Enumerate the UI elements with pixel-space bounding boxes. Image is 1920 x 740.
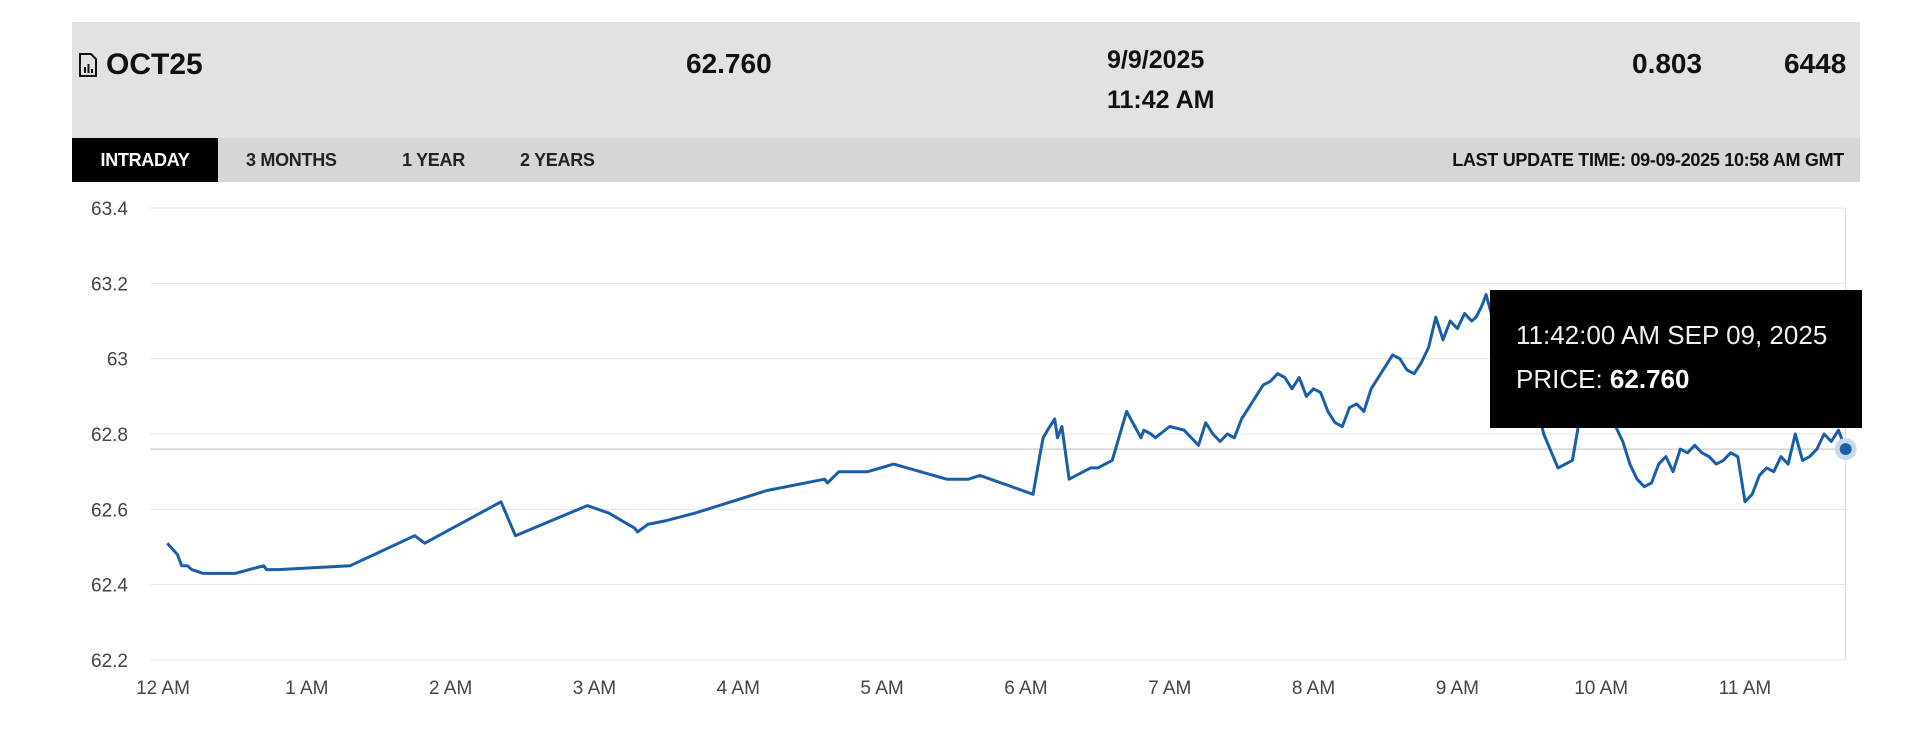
- y-tick-label: 63.4: [91, 199, 128, 220]
- contract-symbol: OCT25: [106, 48, 203, 81]
- x-tick-label: 11 AM: [1719, 678, 1771, 699]
- x-tick-label: 1 AM: [285, 678, 328, 699]
- x-tick-label: 8 AM: [1292, 678, 1335, 699]
- quote-time: 11:42 AM: [1107, 86, 1215, 114]
- y-tick-label: 63.2: [91, 274, 128, 295]
- range-tabs: INTRADAY 3 MONTHS 1 YEAR 2 YEARS LAST UP…: [72, 138, 1860, 182]
- x-tick-label: 12 AM: [136, 678, 190, 699]
- quote-header: OCT25 62.760 9/9/2025 11:42 AM 0.803 644…: [72, 22, 1860, 138]
- price-line: [166, 293, 1848, 575]
- tab-3-months[interactable]: 3 MONTHS: [246, 150, 337, 170]
- last-update-time: LAST UPDATE TIME: 09-09-2025 10:58 AM GM…: [1452, 150, 1844, 170]
- y-tick-label: 62.8: [91, 425, 128, 446]
- symbol-cell: OCT25: [78, 48, 203, 82]
- x-axis-ticks: 12 AM 1 AM 2 AM 3 AM 4 AM 5 AM 6 AM 7 AM 8 AM 9 A…: [136, 678, 1771, 699]
- tooltip-price-value: 62.760: [1609, 364, 1690, 394]
- last-price: 62.760: [686, 48, 772, 79]
- x-tick-label: 4 AM: [717, 678, 760, 699]
- y-tick-label: 62.4: [91, 576, 128, 597]
- price-tooltip: 11:42:00 AM SEP 09, 2025 PRICE: 62.760: [1490, 290, 1862, 428]
- x-tick-label: 2 AM: [429, 678, 472, 699]
- x-tick-label: 7 AM: [1148, 678, 1191, 699]
- x-tick-label: 10 AM: [1574, 678, 1628, 699]
- intraday-price-chart: 62.2 62.4 62.6 62.8 63 63.2 63.4 12 AM 1 AM 2 AM…: [91, 199, 1857, 699]
- y-tick-label: 62.2: [91, 651, 128, 672]
- x-tick-label: 6 AM: [1004, 678, 1047, 699]
- y-axis-ticks: 62.2 62.4 62.6 62.8 63 63.2 63.4: [91, 199, 128, 672]
- tooltip-time: 11:42:00 AM SEP 09, 2025: [1516, 320, 1828, 350]
- y-tick-label: 63: [107, 350, 128, 371]
- grid-lines: [150, 207, 1845, 661]
- volume: 6448: [1784, 48, 1847, 79]
- tooltip-price-row: PRICE: 62.760: [1516, 364, 1689, 395]
- x-tick-label: 3 AM: [573, 678, 616, 699]
- price-change: 0.803: [1632, 48, 1703, 79]
- tab-1-year[interactable]: 1 YEAR: [402, 150, 465, 170]
- y-tick-label: 62.6: [91, 500, 128, 521]
- hover-point[interactable]: [1839, 443, 1852, 456]
- document-chart-icon: [79, 53, 97, 77]
- x-tick-label: 5 AM: [860, 678, 903, 699]
- x-tick-label: 9 AM: [1436, 678, 1479, 699]
- tab-intraday[interactable]: INTRADAY: [72, 138, 218, 182]
- tab-2-years[interactable]: 2 YEARS: [520, 150, 595, 170]
- quote-date: 9/9/2025: [1107, 46, 1205, 74]
- tooltip-price-label: PRICE:: [1516, 364, 1610, 394]
